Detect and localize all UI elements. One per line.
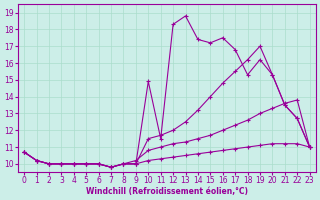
X-axis label: Windchill (Refroidissement éolien,°C): Windchill (Refroidissement éolien,°C) <box>86 187 248 196</box>
